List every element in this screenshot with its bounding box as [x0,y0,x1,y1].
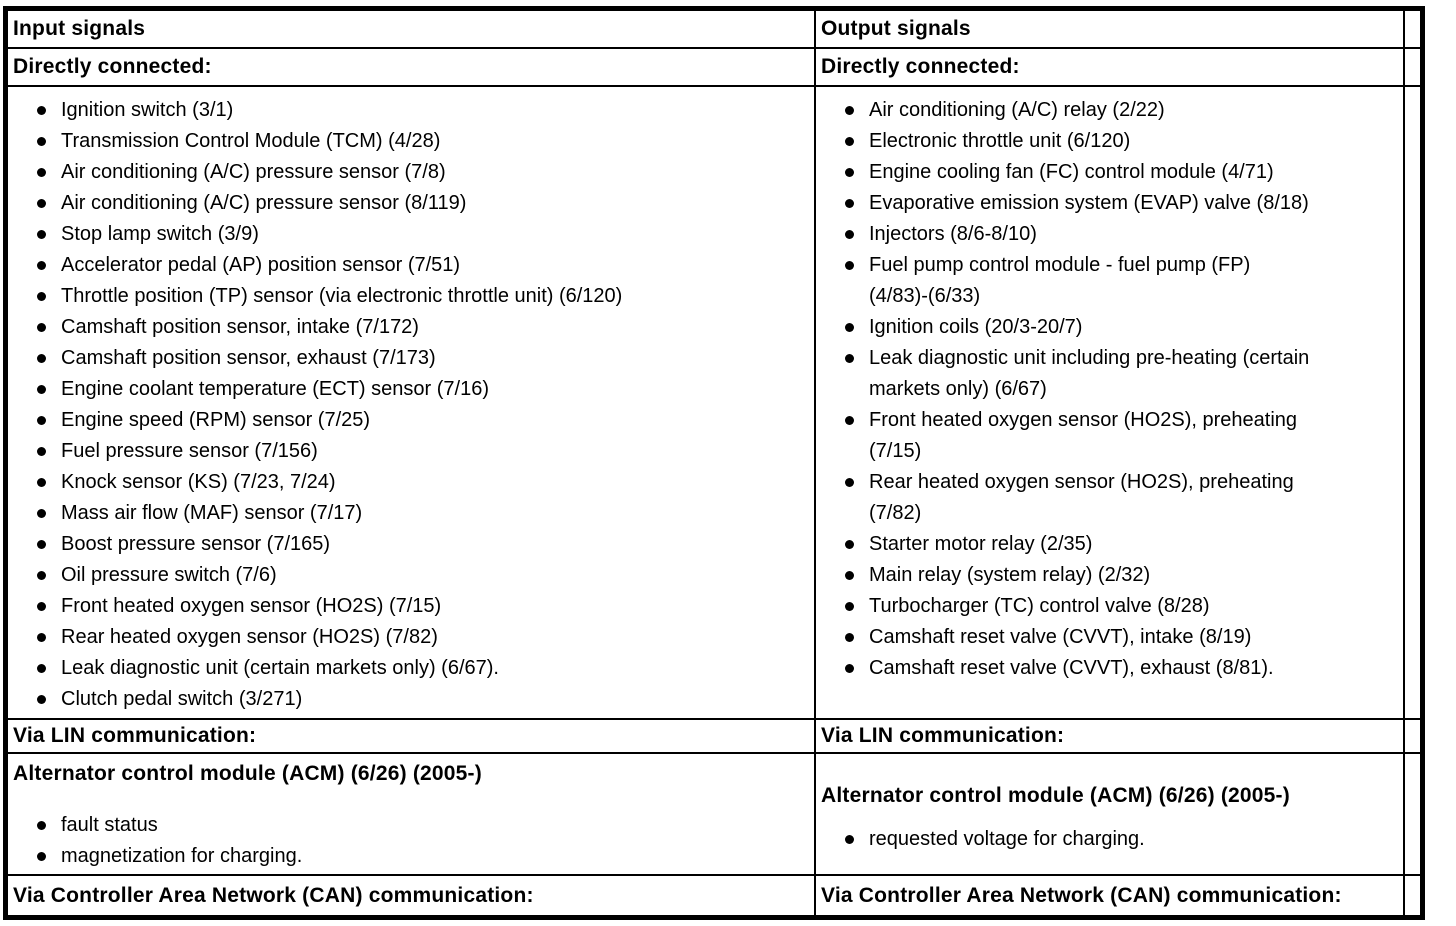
list-item: Camshaft position sensor, exhaust (7/173… [8,343,814,374]
input-directly-connected-label: Directly connected: [13,55,212,78]
list-item: Engine coolant temperature (ECT) sensor … [8,374,814,405]
output-directly-connected-list-cell: Air conditioning (A/C) relay (2/22) Elect… [816,87,1405,720]
list-item: Leak diagnostic unit including pre-heati… [816,343,1403,405]
list-item: fault status [8,810,814,841]
input-acm-module-heading: Alternator control module (ACM) (6/26) (… [13,762,482,785]
list-item: Clutch pedal switch (3/271) [8,684,814,715]
list-item: Knock sensor (KS) (7/23, 7/24) [8,467,814,498]
list-item: Engine cooling fan (FC) control module (… [816,157,1403,188]
list-item: Front heated oxygen sensor (HO2S) (7/15) [8,591,814,622]
list-item: Rear heated oxygen sensor (HO2S), prehea… [816,467,1403,529]
list-item: Leak diagnostic unit (certain markets on… [8,653,814,684]
input-directly-connected-cell: Directly connected: [8,49,816,87]
list-item: Front heated oxygen sensor (HO2S), prehe… [816,405,1403,467]
input-via-lin-label: Via LIN communication: [13,724,257,747]
spacer-cell [1405,754,1420,876]
list-item: Oil pressure switch (7/6) [8,560,814,591]
output-acm-module-heading: Alternator control module (ACM) (6/26) (… [821,784,1290,807]
list-item: Boost pressure sensor (7/165) [8,529,814,560]
list-item: Stop lamp switch (3/9) [8,219,814,250]
output-via-lin-cell: Via LIN communication: [816,720,1405,754]
list-item: Air conditioning (A/C) pressure sensor (… [8,157,814,188]
list-item: Camshaft reset valve (CVVT), exhaust (8/… [816,653,1403,684]
list-item: Fuel pressure sensor (7/156) [8,436,814,467]
list-item: Fuel pump control module - fuel pump (FP… [816,250,1403,312]
list-item: requested voltage for charging. [816,824,1403,855]
list-item: Camshaft reset valve (CVVT), intake (8/1… [816,622,1403,653]
input-acm-module-list: fault status magnetization for charging. [8,810,814,872]
spacer-cell [1405,11,1420,49]
output-acm-module-cell: Alternator control module (ACM) (6/26) (… [816,754,1405,876]
list-item: Electronic throttle unit (6/120) [816,126,1403,157]
input-signals-header-cell: Input signals [8,11,816,49]
list-item: Injectors (8/6-8/10) [816,219,1403,250]
input-acm-module-cell: Alternator control module (ACM) (6/26) (… [8,754,816,876]
list-item: Turbocharger (TC) control valve (8/28) [816,591,1403,622]
list-item: magnetization for charging. [8,841,814,872]
list-item: Ignition switch (3/1) [8,95,814,126]
output-directly-connected-list: Air conditioning (A/C) relay (2/22) Elect… [816,95,1403,684]
output-directly-connected-cell: Directly connected: [816,49,1405,87]
input-directly-connected-list: Ignition switch (3/1) Transmission Contro… [8,95,814,715]
list-item: Starter motor relay (2/35) [816,529,1403,560]
list-item: Throttle position (TP) sensor (via elect… [8,281,814,312]
input-via-can-label: Via Controller Area Network (CAN) commun… [13,883,534,907]
spacer-cell [1405,720,1420,754]
list-item: Engine speed (RPM) sensor (7/25) [8,405,814,436]
list-item: Camshaft position sensor, intake (7/172) [8,312,814,343]
input-directly-connected-list-cell: Ignition switch (3/1) Transmission Contro… [8,87,816,720]
list-item: Main relay (system relay) (2/32) [816,560,1403,591]
input-via-lin-cell: Via LIN communication: [8,720,816,754]
list-item: Air conditioning (A/C) relay (2/22) [816,95,1403,126]
output-via-can-cell: Via Controller Area Network (CAN) commun… [816,876,1405,915]
spacer-cell [1405,49,1420,87]
output-signals-header: Output signals [821,17,971,40]
output-signals-header-cell: Output signals [816,11,1405,49]
output-via-lin-label: Via LIN communication: [821,724,1065,747]
input-signals-header: Input signals [13,17,146,40]
list-item: Evaporative emission system (EVAP) valve… [816,188,1403,219]
spacer-cell [1405,87,1420,720]
input-via-can-cell: Via Controller Area Network (CAN) commun… [8,876,816,915]
list-item: Mass air flow (MAF) sensor (7/17) [8,498,814,529]
output-directly-connected-label: Directly connected: [821,55,1020,78]
signals-table: Input signals Output signals Directly co… [3,6,1425,920]
list-item: Ignition coils (20/3-20/7) [816,312,1403,343]
spacer-cell [1405,876,1420,915]
list-item: Accelerator pedal (AP) position sensor (… [8,250,814,281]
output-via-can-label: Via Controller Area Network (CAN) commun… [821,883,1342,907]
list-item: Rear heated oxygen sensor (HO2S) (7/82) [8,622,814,653]
output-acm-module-list: requested voltage for charging. [816,824,1403,855]
list-item: Transmission Control Module (TCM) (4/28) [8,126,814,157]
list-item: Air conditioning (A/C) pressure sensor (… [8,188,814,219]
